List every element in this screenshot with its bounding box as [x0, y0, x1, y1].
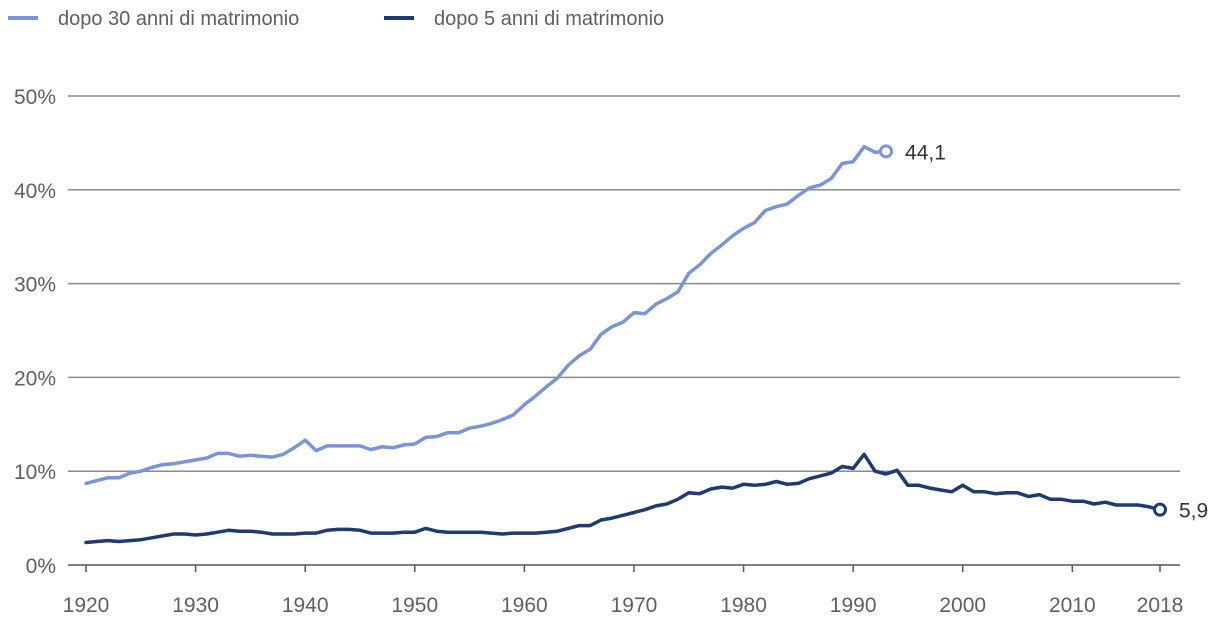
series-line-2 [84, 452, 1162, 545]
x-tick-label: 1920 [63, 594, 110, 617]
end-point-marker-2 [1153, 502, 1167, 517]
x-tick-label: 1990 [830, 594, 877, 617]
series-lines [84, 144, 1162, 545]
end-value-label-1: 44,1 [905, 141, 946, 164]
y-tick-label: 10% [14, 461, 56, 484]
x-tick-label: 1970 [611, 594, 658, 617]
y-tick-label: 30% [14, 274, 56, 297]
end-point-marker-1 [879, 144, 894, 159]
x-tick-label: 2010 [1049, 594, 1096, 617]
y-tick-label: 50% [14, 86, 56, 109]
end-labels: 44,1 5,9 [879, 141, 1208, 523]
x-tick-label: 1940 [282, 594, 329, 617]
x-tick-label: 1930 [172, 594, 219, 617]
legend-label-series-2: dopo 5 anni di matrimonio [434, 8, 664, 30]
y-tick-label: 0% [26, 555, 56, 578]
gridlines [68, 95, 1180, 472]
legend-label-series-1: dopo 30 anni di matrimonio [58, 8, 299, 30]
x-tick-label: 1980 [720, 594, 767, 617]
x-tick-label: 1950 [391, 594, 438, 617]
end-value-label-2: 5,9 [1179, 500, 1208, 523]
y-axis-ticks: 0% 10% 20% 30% 40% 50% [14, 86, 56, 578]
x-tick-label: 2018 [1137, 594, 1184, 617]
y-tick-label: 20% [14, 367, 56, 390]
x-axis: 1920 1930 1940 1950 1960 1970 1980 1990 2000 2010… [63, 564, 1184, 617]
x-tick-label: 1960 [501, 594, 548, 617]
y-tick-label: 40% [14, 180, 56, 203]
series-line-1 [84, 144, 888, 486]
x-tick-label: 2000 [939, 594, 986, 617]
legend: dopo 30 anni di matrimonio dopo 5 anni d… [8, 8, 664, 30]
